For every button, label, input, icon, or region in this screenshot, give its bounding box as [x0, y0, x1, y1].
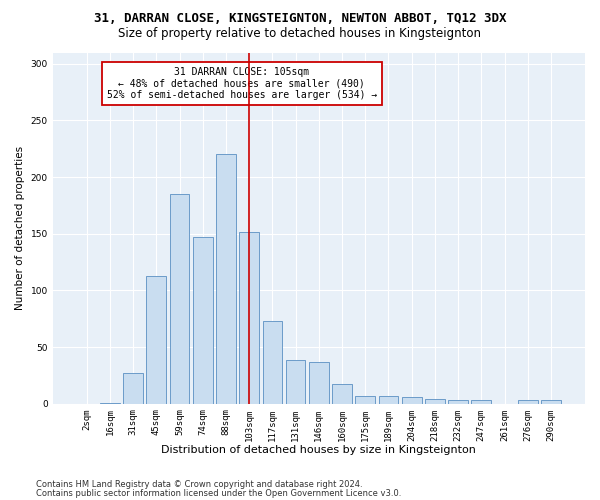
Bar	[541, 400, 561, 404]
Bar	[146, 276, 166, 404]
Bar	[402, 397, 422, 404]
Text: 31 DARRAN CLOSE: 105sqm
← 48% of detached houses are smaller (490)
52% of semi-d: 31 DARRAN CLOSE: 105sqm ← 48% of detache…	[107, 66, 377, 100]
Bar	[355, 396, 375, 404]
Bar	[239, 232, 259, 404]
Text: Contains public sector information licensed under the Open Government Licence v3: Contains public sector information licen…	[36, 489, 401, 498]
Bar	[100, 402, 120, 404]
Text: Contains HM Land Registry data © Crown copyright and database right 2024.: Contains HM Land Registry data © Crown c…	[36, 480, 362, 489]
Bar	[425, 399, 445, 404]
Bar	[309, 362, 329, 404]
Bar	[448, 400, 468, 404]
Bar	[123, 373, 143, 404]
Text: 31, DARRAN CLOSE, KINGSTEIGNTON, NEWTON ABBOT, TQ12 3DX: 31, DARRAN CLOSE, KINGSTEIGNTON, NEWTON …	[94, 12, 506, 26]
Bar	[379, 396, 398, 404]
Bar	[216, 154, 236, 404]
Bar	[263, 321, 282, 404]
Bar	[472, 400, 491, 404]
Text: Size of property relative to detached houses in Kingsteignton: Size of property relative to detached ho…	[119, 28, 482, 40]
Y-axis label: Number of detached properties: Number of detached properties	[15, 146, 25, 310]
Bar	[193, 237, 212, 404]
Bar	[332, 384, 352, 404]
X-axis label: Distribution of detached houses by size in Kingsteignton: Distribution of detached houses by size …	[161, 445, 476, 455]
Bar	[286, 360, 305, 404]
Bar	[170, 194, 190, 404]
Bar	[518, 400, 538, 404]
